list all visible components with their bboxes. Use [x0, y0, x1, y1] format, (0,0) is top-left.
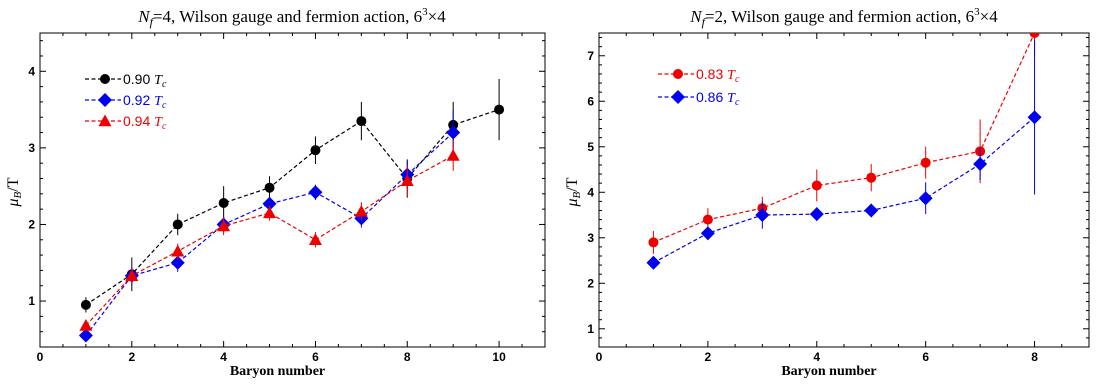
data-point	[170, 255, 185, 270]
data-point	[172, 219, 183, 230]
x-tick-label: 2	[128, 350, 135, 364]
data-point	[217, 219, 231, 232]
x-tick-label: 0	[37, 350, 44, 364]
data-point	[1027, 110, 1042, 125]
legend-marker	[671, 90, 685, 104]
data-point	[809, 207, 824, 222]
legend-marker	[673, 69, 683, 79]
x-tick-label: 8	[1031, 350, 1038, 364]
chart-title: Nf=4, Wilson gauge and fermion action, 6…	[137, 6, 446, 29]
x-tick-label: 6	[922, 350, 929, 364]
data-point	[494, 104, 505, 115]
data-point	[218, 198, 229, 209]
series-0	[648, 33, 1040, 254]
legend-label: 0.90 Tc	[123, 71, 167, 90]
data-point	[356, 116, 367, 127]
data-point	[264, 182, 275, 193]
y-tick-label: 3	[28, 141, 35, 155]
data-point	[1029, 33, 1040, 38]
data-point	[171, 244, 185, 257]
plot-frame	[39, 32, 546, 348]
data-point	[310, 145, 321, 156]
data-point	[446, 125, 461, 140]
data-point	[700, 226, 715, 241]
y-tick-label: 2	[28, 217, 35, 231]
legend-marker	[98, 114, 112, 127]
x-axis-title: Baryon number	[781, 364, 876, 379]
legend-marker	[98, 93, 112, 107]
x-tick-label: 10	[492, 350, 506, 364]
y-tick-label: 1	[28, 294, 35, 308]
series-line	[653, 116, 1035, 264]
data-point	[702, 214, 713, 225]
series-1	[78, 109, 461, 343]
y-tick-label: 4	[28, 64, 35, 78]
data-point	[79, 319, 93, 331]
series-2	[79, 140, 460, 331]
data-point	[973, 157, 988, 172]
series-line	[85, 132, 454, 336]
series-1	[646, 39, 1042, 270]
data-point	[354, 204, 368, 217]
x-tick-label: 4	[220, 350, 227, 364]
legend-marker	[100, 74, 110, 84]
data-point	[78, 328, 93, 343]
x-tick-label: 6	[312, 350, 319, 364]
data-point	[866, 172, 877, 183]
data-point	[308, 185, 323, 200]
y-tick-label: 7	[587, 49, 594, 63]
data-point	[918, 191, 933, 206]
data-point	[811, 180, 822, 191]
legend: 0.90 Tc 0.92 Tc 0.94 Tc	[85, 71, 167, 132]
data-point	[646, 255, 661, 270]
data-point	[125, 269, 139, 281]
series-line	[85, 155, 454, 326]
y-tick-label: 2	[587, 276, 594, 290]
y-axis-title: μB/T	[564, 177, 583, 207]
data-point	[263, 206, 277, 219]
data-point	[648, 237, 659, 248]
legend-label: 0.83 Tc	[696, 66, 740, 85]
data-point	[80, 299, 91, 310]
x-tick-label: 8	[404, 350, 411, 364]
y-tick-label: 5	[587, 140, 594, 154]
chart-title: Nf=2, Wilson gauge and fermion action, 6…	[689, 6, 998, 29]
data-point	[308, 233, 322, 245]
legend-label: 0.92 Tc	[123, 92, 167, 111]
chart-panel-nf2: Nf=2, Wilson gauge and fermion action, 6…	[564, 6, 1090, 379]
y-tick-label: 3	[587, 231, 594, 245]
y-axis-title: μB/T	[5, 177, 24, 207]
x-tick-label: 2	[705, 350, 712, 364]
data-point	[755, 208, 770, 223]
x-tick-label: 0	[596, 350, 603, 364]
chart-panel-nf4: Nf=4, Wilson gauge and fermion action, 6…	[5, 6, 546, 379]
y-tick-label: 4	[587, 185, 594, 199]
data-point	[400, 174, 414, 187]
series-line	[85, 109, 500, 306]
plot-frame	[598, 32, 1090, 348]
data-point	[920, 157, 931, 168]
data-point	[262, 196, 277, 211]
data-point	[864, 203, 879, 218]
legend-label: 0.94 Tc	[123, 113, 167, 132]
legend: 0.83 Tc 0.86 Tc	[658, 66, 740, 108]
y-tick-label: 6	[587, 94, 594, 108]
series-line	[653, 33, 1036, 243]
legend-label: 0.86 Tc	[696, 89, 740, 108]
x-tick-label: 4	[813, 350, 820, 364]
data-point	[446, 149, 460, 161]
y-tick-label: 1	[587, 322, 594, 336]
x-axis-title: Baryon number	[230, 364, 325, 379]
